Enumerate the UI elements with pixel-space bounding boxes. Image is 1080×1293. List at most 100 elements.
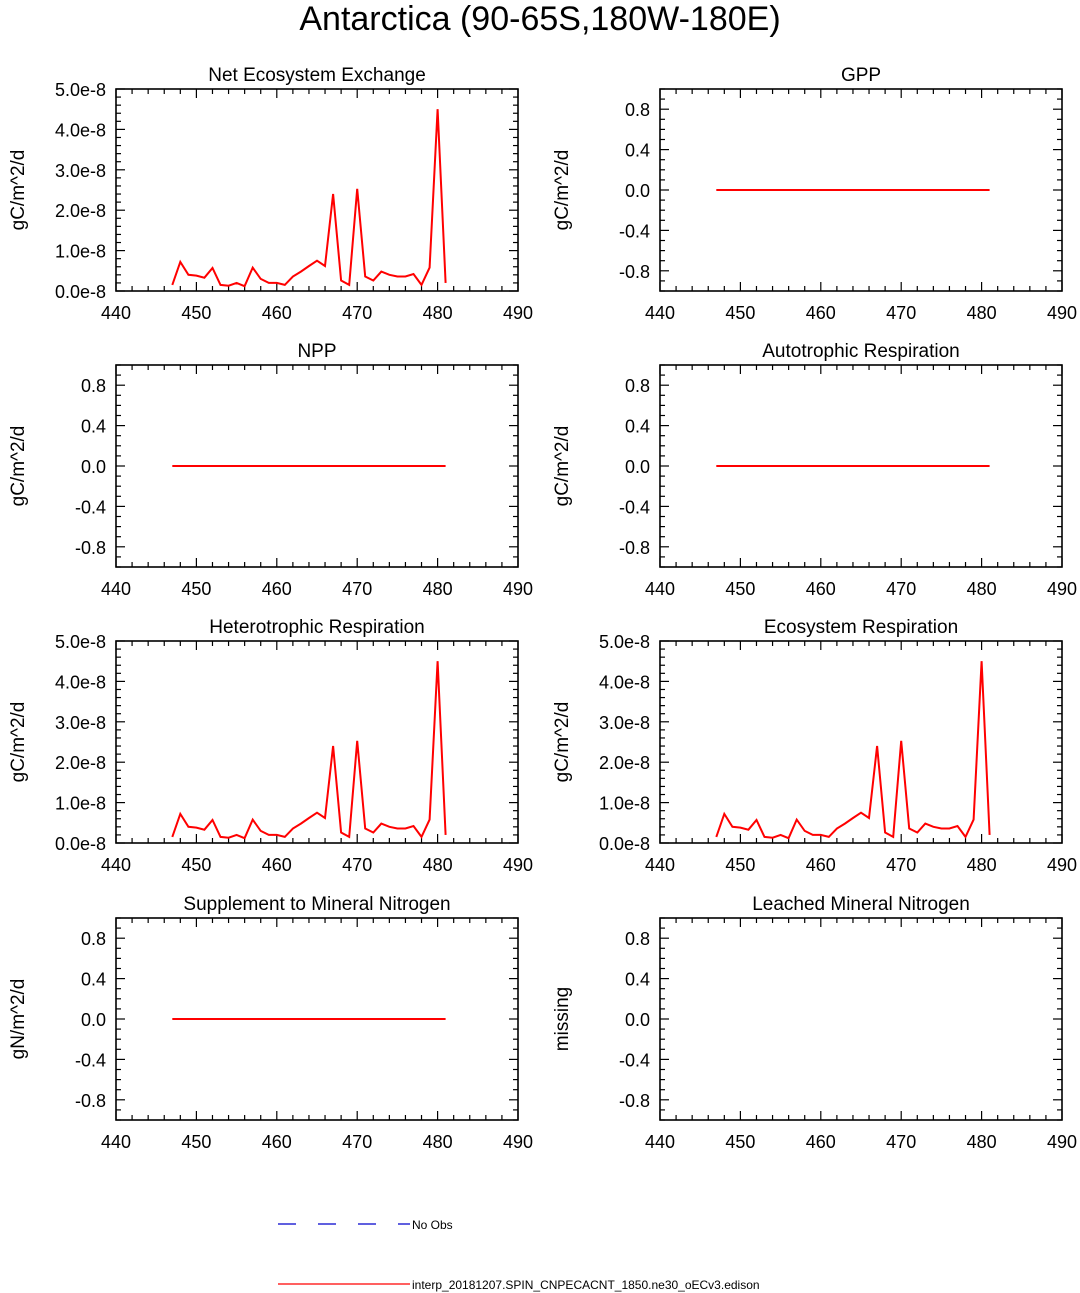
- series-line: [171, 109, 447, 288]
- x-tick-label: 470: [342, 855, 372, 875]
- x-tick-label: 490: [1047, 579, 1077, 599]
- y-tick-label: 0.0: [625, 457, 650, 477]
- x-tick-label: 440: [101, 579, 131, 599]
- y-tick-label: 1.0e-8: [55, 242, 106, 262]
- plot-frame: [115, 640, 519, 844]
- series-line: [171, 661, 447, 840]
- x-tick-label: 480: [967, 1132, 997, 1152]
- x-tick-label: 480: [423, 303, 453, 323]
- y-tick-label: 4.0e-8: [55, 120, 106, 140]
- y-tick-label: 2.0e-8: [599, 753, 650, 773]
- x-tick-label: 450: [725, 303, 755, 323]
- x-tick-label: 450: [181, 579, 211, 599]
- x-tick-label: 440: [645, 855, 675, 875]
- chart-title: Autotrophic Respiration: [762, 341, 960, 362]
- x-tick-label: 470: [342, 579, 372, 599]
- x-tick-label: 480: [967, 855, 997, 875]
- y-tick-label: 2.0e-8: [55, 201, 106, 221]
- chart-panel: Supplement to Mineral Nitrogen gN/m^2/d 44…: [8, 894, 533, 1152]
- y-axis-label: gC/m^2/d: [8, 150, 29, 231]
- chart-panel: Autotrophic Respiration gC/m^2/d 440 450 460…: [552, 341, 1077, 599]
- y-tick-label: 4.0e-8: [55, 672, 106, 692]
- y-tick-label: -0.8: [619, 538, 650, 558]
- x-tick-label: 490: [1047, 855, 1077, 875]
- x-tick-label: 440: [101, 1132, 131, 1152]
- series-line: [715, 661, 991, 840]
- y-tick-label: -0.4: [619, 1050, 650, 1070]
- plot-frame: [659, 917, 1063, 1121]
- x-tick-label: 470: [886, 303, 916, 323]
- x-tick-label: 450: [181, 855, 211, 875]
- figure-title: Antarctica (90-65S,180W-180E): [299, 0, 780, 38]
- chart-title: GPP: [841, 65, 881, 86]
- y-tick-label: 3.0e-8: [55, 713, 106, 733]
- y-tick-label: -0.8: [619, 262, 650, 282]
- y-tick-label: 0.8: [81, 929, 106, 949]
- x-tick-label: 460: [262, 303, 292, 323]
- y-tick-label: 0.4: [625, 970, 650, 990]
- y-axis-label: gC/m^2/d: [8, 702, 29, 783]
- x-tick-label: 460: [262, 1132, 292, 1152]
- x-tick-label: 450: [725, 855, 755, 875]
- y-tick-label: 0.0e-8: [55, 834, 106, 854]
- y-tick-label: -0.4: [619, 221, 650, 241]
- chart-title: Net Ecosystem Exchange: [208, 65, 426, 86]
- y-axis-label: gC/m^2/d: [552, 150, 573, 231]
- y-tick-label: 0.8: [625, 376, 650, 396]
- x-tick-label: 440: [645, 1132, 675, 1152]
- plot-frame: [659, 640, 1063, 844]
- chart-title: NPP: [297, 341, 336, 362]
- x-tick-label: 440: [101, 855, 131, 875]
- x-tick-label: 490: [503, 855, 533, 875]
- x-tick-label: 440: [101, 303, 131, 323]
- chart-title: Supplement to Mineral Nitrogen: [183, 894, 450, 915]
- x-tick-label: 470: [886, 579, 916, 599]
- x-tick-label: 460: [806, 303, 836, 323]
- legend-model-label: interp_20181207.SPIN_CNPECACNT_1850.ne30…: [412, 1278, 760, 1292]
- x-tick-label: 450: [725, 579, 755, 599]
- x-tick-label: 470: [342, 1132, 372, 1152]
- chart-panel: Ecosystem Respiration gC/m^2/d 440 450 460 47…: [552, 617, 1077, 875]
- y-tick-label: 2.0e-8: [55, 753, 106, 773]
- x-tick-label: 470: [886, 855, 916, 875]
- y-tick-label: -0.8: [75, 1091, 106, 1111]
- chart-panel: Heterotrophic Respiration gC/m^2/d 440 450 4…: [8, 617, 533, 875]
- chart-panel: Leached Mineral Nitrogen missing 440 450 460…: [552, 894, 1077, 1152]
- y-tick-label: 0.8: [81, 376, 106, 396]
- plot-frame: [115, 88, 519, 292]
- x-tick-label: 480: [423, 1132, 453, 1152]
- y-tick-label: 0.0e-8: [55, 282, 106, 302]
- x-tick-label: 490: [1047, 303, 1077, 323]
- y-tick-label: 3.0e-8: [599, 713, 650, 733]
- y-tick-label: -0.4: [619, 497, 650, 517]
- y-tick-label: 1.0e-8: [599, 794, 650, 814]
- x-tick-label: 460: [806, 579, 836, 599]
- x-tick-label: 480: [423, 855, 453, 875]
- chart-panel: NPP gC/m^2/d 440 450 460 470 480 490 -0.8 -0.4 0.0…: [8, 341, 533, 599]
- y-tick-label: 5.0e-8: [55, 632, 106, 652]
- x-tick-label: 440: [645, 303, 675, 323]
- chart-title: Leached Mineral Nitrogen: [752, 894, 970, 915]
- y-tick-label: 4.0e-8: [599, 672, 650, 692]
- legend: No Obs interp_20181207.SPIN_CNPECACNT_18…: [278, 1218, 760, 1292]
- y-tick-label: -0.4: [75, 497, 106, 517]
- x-tick-label: 460: [806, 855, 836, 875]
- y-tick-label: 1.0e-8: [55, 794, 106, 814]
- y-tick-label: -0.8: [75, 538, 106, 558]
- y-tick-label: 0.4: [81, 417, 106, 437]
- y-tick-label: 0.4: [625, 141, 650, 161]
- x-tick-label: 450: [725, 1132, 755, 1152]
- x-tick-label: 460: [806, 1132, 836, 1152]
- x-tick-label: 490: [503, 303, 533, 323]
- y-tick-label: 0.4: [81, 970, 106, 990]
- x-tick-label: 450: [181, 303, 211, 323]
- y-tick-label: -0.8: [619, 1091, 650, 1111]
- legend-obs-label: No Obs: [412, 1218, 453, 1232]
- x-tick-label: 460: [262, 855, 292, 875]
- chart-panel: GPP gC/m^2/d 440 450 460 470 480 490 -0.8 -0.4 0.0…: [552, 65, 1077, 323]
- x-tick-label: 490: [1047, 1132, 1077, 1152]
- y-axis-label: gC/m^2/d: [552, 702, 573, 783]
- x-tick-label: 450: [181, 1132, 211, 1152]
- chart-panel: Net Ecosystem Exchange gC/m^2/d 440 450 460 4…: [8, 65, 533, 323]
